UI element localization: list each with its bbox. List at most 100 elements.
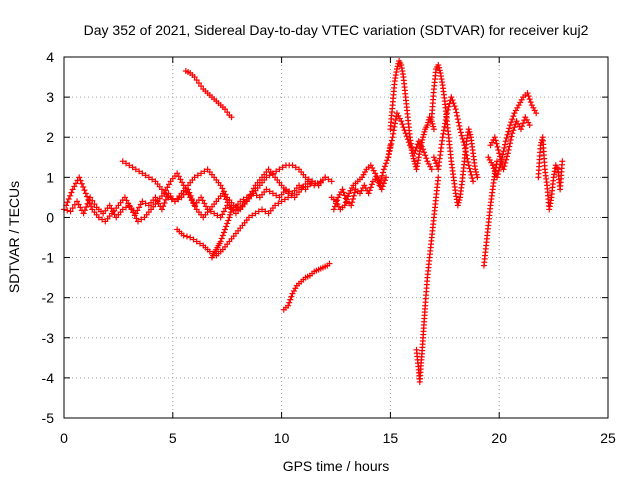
data-point xyxy=(160,203,167,210)
data-point xyxy=(224,109,231,116)
data-point xyxy=(253,192,260,199)
data-point xyxy=(81,187,88,194)
data-point xyxy=(373,173,380,180)
data-point xyxy=(436,67,443,74)
data-point xyxy=(385,150,392,157)
data-point xyxy=(457,126,464,133)
ticks-layer: -5 -4 -3 -2 -1 0 1 2 3 4 0 5 10 15 20 25 xyxy=(42,49,616,446)
data-point xyxy=(490,165,497,172)
series-peak-15-b xyxy=(385,110,435,173)
data-point xyxy=(138,216,145,223)
data-point xyxy=(218,235,225,242)
y-tick-label: 1 xyxy=(46,169,54,185)
x-tick-label: 15 xyxy=(383,430,399,446)
data-point xyxy=(123,160,130,167)
data-point xyxy=(302,174,309,181)
data-point xyxy=(340,189,347,196)
data-point xyxy=(443,110,450,117)
data-point xyxy=(474,174,481,181)
data-point xyxy=(133,215,140,222)
data-point xyxy=(365,190,372,197)
data-point xyxy=(106,202,113,209)
data-point xyxy=(507,140,514,147)
data-point xyxy=(351,189,358,196)
data-point xyxy=(368,181,375,188)
data-point xyxy=(461,142,468,149)
data-point xyxy=(457,129,464,136)
data-point xyxy=(217,182,224,189)
data-point xyxy=(380,180,387,187)
data-point xyxy=(255,208,262,215)
data-point xyxy=(220,188,227,195)
data-point xyxy=(393,66,400,73)
data-point xyxy=(275,200,282,207)
chart-title: Day 352 of 2021, Sidereal Day-to-day VTE… xyxy=(84,22,589,38)
data-point xyxy=(80,210,87,217)
data-point xyxy=(462,148,469,155)
data-point xyxy=(491,134,498,141)
data-point xyxy=(375,177,382,184)
series-peak-15 xyxy=(387,58,437,173)
data-point xyxy=(494,143,501,150)
data-point xyxy=(419,136,426,143)
data-point xyxy=(77,177,84,184)
data-point xyxy=(469,175,476,182)
data-point xyxy=(451,103,458,110)
data-point xyxy=(78,180,85,187)
data-point xyxy=(501,144,508,151)
data-point xyxy=(68,189,75,196)
data-point xyxy=(435,174,442,181)
data-point xyxy=(305,176,312,183)
data-point xyxy=(505,146,512,153)
data-point xyxy=(279,164,286,171)
data-point xyxy=(422,152,429,159)
data-point xyxy=(342,195,349,202)
data-point xyxy=(381,177,388,184)
data-point xyxy=(223,223,230,230)
data-point xyxy=(188,197,195,204)
data-point xyxy=(180,232,187,239)
data-point xyxy=(287,296,294,303)
data-point xyxy=(465,158,472,165)
data-point xyxy=(394,63,401,70)
series-peak-17-b xyxy=(430,94,477,185)
data-point xyxy=(191,174,198,181)
data-points-layer xyxy=(61,58,566,385)
data-point xyxy=(492,137,499,144)
data-point xyxy=(525,93,532,100)
data-point xyxy=(328,178,335,185)
data-point xyxy=(136,204,143,211)
data-point xyxy=(450,100,457,107)
data-point xyxy=(502,141,509,148)
data-point xyxy=(230,202,237,209)
data-point xyxy=(85,196,92,203)
data-point xyxy=(506,125,513,132)
data-point xyxy=(226,214,233,221)
data-point xyxy=(527,99,534,106)
data-point xyxy=(453,109,460,116)
data-point xyxy=(289,162,296,169)
data-point xyxy=(420,146,427,153)
data-point xyxy=(423,155,430,162)
data-point xyxy=(174,170,181,177)
data-point xyxy=(185,191,192,198)
data-point xyxy=(466,128,473,135)
data-point xyxy=(225,217,232,224)
data-point xyxy=(219,211,226,218)
data-point xyxy=(526,122,533,129)
series-late-cluster xyxy=(535,134,566,213)
data-point xyxy=(197,240,203,247)
data-point xyxy=(123,204,130,211)
data-point xyxy=(288,192,295,199)
data-point xyxy=(349,195,356,202)
data-point xyxy=(222,226,229,233)
data-point xyxy=(266,188,273,195)
data-point xyxy=(519,123,526,130)
data-point xyxy=(502,159,509,166)
data-point xyxy=(383,174,390,181)
data-point xyxy=(64,207,71,214)
data-point xyxy=(462,145,469,152)
data-point xyxy=(424,122,431,129)
series-descending-dip xyxy=(174,194,292,259)
data-point xyxy=(191,74,198,81)
